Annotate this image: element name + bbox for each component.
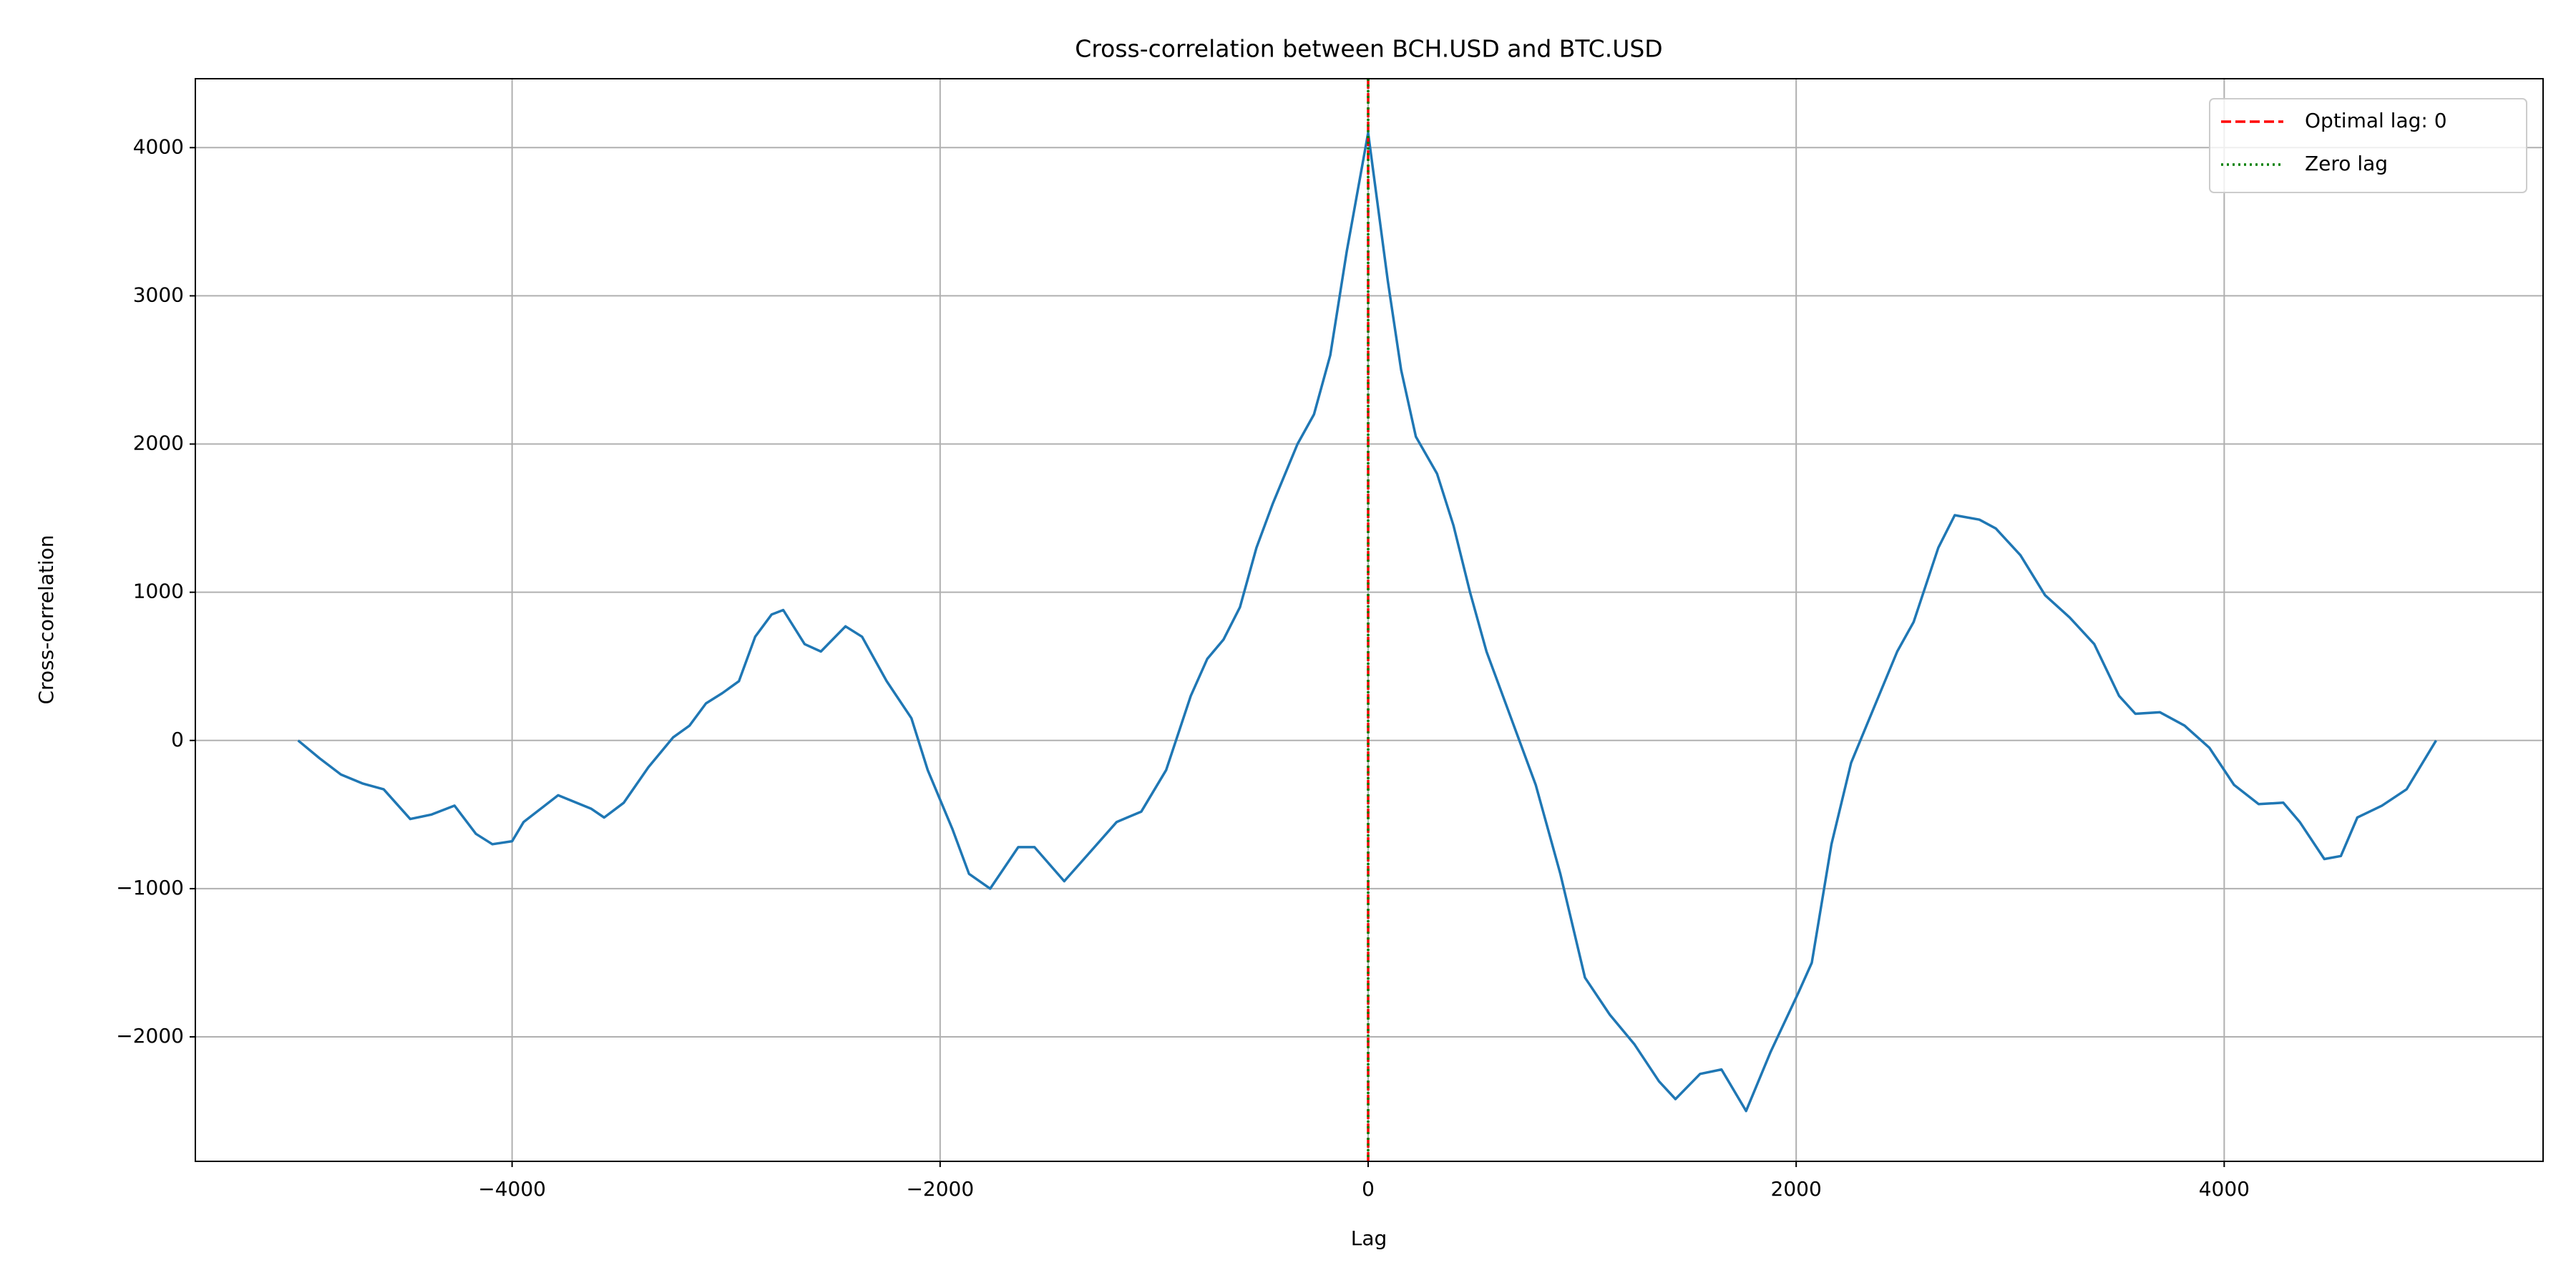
legend-box xyxy=(2209,98,2527,193)
x-tick-label: −2000 xyxy=(906,1177,974,1201)
x-axis-label: Lag xyxy=(1351,1226,1387,1250)
data-line xyxy=(297,131,2437,1113)
y-axis-label: Cross-correlation xyxy=(34,535,58,704)
y-tick-label: 2000 xyxy=(133,431,184,455)
x-tick-label: −4000 xyxy=(478,1177,546,1201)
x-tick-label: 2000 xyxy=(1771,1177,1822,1201)
x-tick-label: 0 xyxy=(1362,1177,1375,1201)
y-tick-label: 1000 xyxy=(133,580,184,603)
y-tick-label: −1000 xyxy=(116,876,184,899)
chart-title: Cross-correlation between BCH.USD and BT… xyxy=(1075,35,1662,63)
legend-label: Zero lag xyxy=(2305,152,2388,175)
y-tick-label: −2000 xyxy=(116,1024,184,1048)
x-tick-label: 4000 xyxy=(2199,1177,2250,1201)
y-tick-label: 0 xyxy=(171,728,184,751)
y-tick-label: 4000 xyxy=(133,135,184,158)
plot-frame xyxy=(195,78,2544,1162)
y-tick-label: 3000 xyxy=(133,283,184,306)
legend-label: Optimal lag: 0 xyxy=(2305,109,2447,132)
legend: Optimal lag: 0 Zero lag xyxy=(2209,98,2527,193)
